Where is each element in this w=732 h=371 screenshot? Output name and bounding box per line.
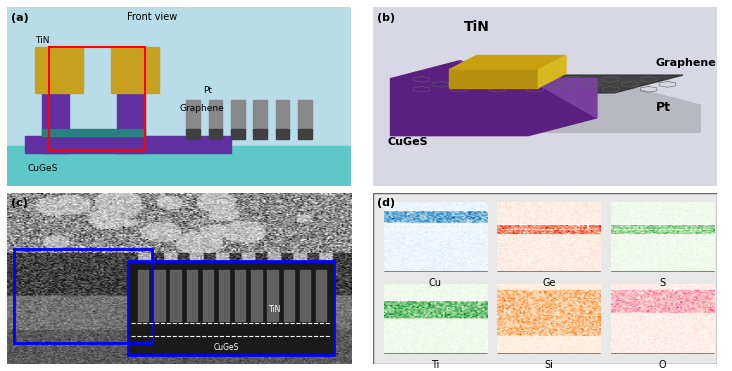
Bar [253, 128, 267, 139]
Bar [219, 270, 229, 321]
Text: TiN: TiN [269, 305, 281, 314]
Text: CuGeS: CuGeS [28, 164, 59, 173]
Bar [231, 128, 244, 139]
Text: Si: Si [545, 360, 553, 370]
Bar [235, 270, 245, 321]
Polygon shape [391, 61, 597, 136]
Bar [251, 270, 261, 321]
Bar [42, 86, 70, 154]
Text: (a): (a) [11, 13, 29, 23]
Bar [610, 203, 714, 272]
Polygon shape [449, 70, 539, 88]
Bar [267, 270, 277, 321]
Bar [298, 100, 312, 132]
Bar [283, 270, 294, 321]
Bar [276, 128, 289, 139]
Bar [14, 249, 152, 343]
Polygon shape [449, 56, 566, 70]
Bar [128, 261, 334, 355]
Text: Pt: Pt [203, 86, 212, 95]
Bar [253, 100, 267, 132]
Polygon shape [425, 88, 700, 132]
Text: Ge: Ge [542, 278, 556, 288]
Bar [316, 270, 326, 321]
Bar [48, 47, 145, 150]
Bar [117, 86, 145, 154]
Text: Front view: Front view [127, 12, 177, 22]
Text: TiN: TiN [35, 36, 49, 45]
Bar [186, 100, 200, 132]
Bar [384, 285, 487, 353]
Text: Graphene: Graphene [179, 104, 224, 113]
Bar [7, 146, 351, 186]
Polygon shape [460, 61, 597, 118]
Text: Pt: Pt [655, 101, 671, 114]
Bar [187, 270, 197, 321]
Bar [25, 136, 231, 154]
FancyBboxPatch shape [35, 47, 83, 93]
Text: O: O [659, 360, 666, 370]
Text: CuGeS: CuGeS [387, 137, 427, 147]
Text: TiN: TiN [463, 20, 490, 33]
Text: Ti: Ti [431, 360, 439, 370]
Text: (c): (c) [11, 198, 28, 208]
Polygon shape [425, 88, 700, 132]
Bar [186, 128, 200, 139]
Text: S: S [660, 278, 665, 288]
Bar [276, 100, 289, 132]
Bar [203, 270, 213, 321]
Text: Graphene: Graphene [655, 58, 716, 68]
Polygon shape [408, 75, 683, 93]
Bar [231, 100, 244, 132]
Bar [42, 128, 145, 136]
Bar [154, 270, 165, 321]
Text: CuGeS: CuGeS [214, 343, 239, 352]
Bar [138, 270, 149, 321]
Bar [209, 100, 223, 132]
Text: (b): (b) [377, 13, 395, 23]
Bar [209, 128, 223, 139]
Bar [298, 128, 312, 139]
Bar [610, 285, 714, 353]
Bar [171, 270, 181, 321]
Polygon shape [539, 56, 566, 88]
Bar [497, 285, 600, 353]
FancyBboxPatch shape [111, 47, 159, 93]
Bar [497, 203, 600, 272]
Bar [300, 270, 310, 321]
Text: (d): (d) [377, 198, 395, 208]
Text: Cu: Cu [429, 278, 441, 288]
Bar [384, 203, 487, 272]
